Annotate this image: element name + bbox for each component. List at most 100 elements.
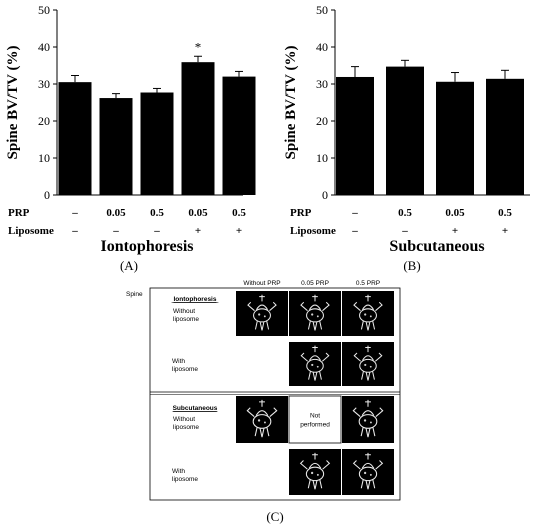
bar xyxy=(140,92,174,195)
trabecular-detail xyxy=(364,313,367,316)
y-axis-label: Spine BV/TV (%) xyxy=(283,46,299,160)
trabecular-detail xyxy=(316,473,319,476)
bar xyxy=(336,76,374,195)
row-label-line: liposome xyxy=(172,476,198,483)
empty-cell xyxy=(288,395,342,444)
corner-label: Spine xyxy=(126,291,143,298)
bar xyxy=(436,81,474,195)
row-value: – xyxy=(401,225,408,237)
panel-label: (A) xyxy=(120,258,138,273)
vertebral-body xyxy=(359,358,377,373)
row-value: 0.5 xyxy=(232,207,246,219)
row-label: Without liposome xyxy=(173,308,199,323)
bar xyxy=(58,82,92,195)
vertebral-arch xyxy=(361,294,375,311)
x-axis-label: Subcutaneous xyxy=(389,238,484,255)
chart-a: 0 10 20 30 40 50 Spine BV/TV (%) * PRP – 0.05 0.5 0.… xyxy=(5,3,256,273)
cell-note: Not xyxy=(310,413,320,420)
bar xyxy=(386,66,424,195)
lower-process xyxy=(360,320,376,331)
row-label: Liposome xyxy=(8,225,54,237)
trabecular-detail xyxy=(257,419,261,422)
bar xyxy=(222,76,256,195)
vertebral-arch xyxy=(309,345,321,361)
y-tick-label: 10 xyxy=(316,151,328,165)
row-label: PRP xyxy=(290,207,312,219)
trabecular-detail xyxy=(369,365,372,368)
column-header: 0.5 PRP xyxy=(356,280,380,287)
row-label: Liposome xyxy=(290,225,336,237)
y-tick-label: 40 xyxy=(316,40,328,54)
lower-process xyxy=(360,427,376,438)
spine-scan-image xyxy=(300,345,330,381)
vertebral-arch xyxy=(308,452,322,469)
spine-scan-image xyxy=(353,345,383,381)
row-label-line: liposome xyxy=(173,424,199,431)
column-header: Without PRP xyxy=(243,280,280,287)
vertebral-body xyxy=(358,466,378,482)
lower-process xyxy=(254,320,270,331)
vertebral-arch xyxy=(362,345,374,361)
y-tick-label: 40 xyxy=(38,40,50,54)
lower-process xyxy=(361,371,375,381)
transverse-process xyxy=(299,460,331,470)
row-value: 0.5 xyxy=(398,207,412,219)
row-value: 0.5 xyxy=(150,207,164,219)
bar xyxy=(99,98,133,195)
transverse-process xyxy=(352,407,384,417)
y-axis-label: Spine BV/TV (%) xyxy=(5,46,21,160)
trabecular-detail xyxy=(369,315,372,318)
row-value: 0.05 xyxy=(106,207,126,219)
vertebral-arch xyxy=(361,452,375,469)
row-label: Without liposome xyxy=(173,416,199,431)
row-value: – xyxy=(351,207,358,219)
section-heading: Subcutaneous xyxy=(173,405,218,412)
row-value: + xyxy=(452,225,458,237)
transverse-process xyxy=(246,407,278,417)
bar xyxy=(181,62,215,195)
spine-scan-image xyxy=(299,452,331,490)
trabecular-detail xyxy=(311,363,314,367)
lower-process xyxy=(308,371,322,381)
row-label: With liposome xyxy=(172,358,198,373)
y-tick-label: 50 xyxy=(38,3,50,17)
cell-note: performed xyxy=(300,422,330,429)
lower-process xyxy=(307,479,323,490)
trabecular-detail xyxy=(263,421,266,424)
vertebral-body xyxy=(306,358,324,373)
vertebral-arch xyxy=(308,294,322,311)
trabecular-detail xyxy=(316,365,319,368)
spine-scan-image xyxy=(352,399,384,438)
section-heading: Iontophoresis xyxy=(174,296,217,303)
trabecular-detail xyxy=(311,313,314,316)
row-value: – xyxy=(153,225,160,237)
trabecular-detail xyxy=(363,471,367,475)
panel-label: (C) xyxy=(266,509,283,524)
y-tick-label: 20 xyxy=(38,114,50,128)
panel-label: (B) xyxy=(403,258,420,273)
row-value: 0.5 xyxy=(498,207,512,219)
row-value: 0.05 xyxy=(188,207,208,219)
row-value: 0.05 xyxy=(445,207,465,219)
y-tick-label: 30 xyxy=(38,77,50,91)
row-value: + xyxy=(195,225,201,237)
row-value: – xyxy=(71,225,78,237)
spine-scan-image xyxy=(352,452,384,490)
row-value: – xyxy=(71,207,78,219)
x-axis-label: Iontophoresis xyxy=(100,238,193,255)
row-label-line: liposome xyxy=(173,316,199,323)
trabecular-detail xyxy=(369,473,372,476)
y-tick-label: 0 xyxy=(44,188,50,202)
trabecular-detail xyxy=(364,363,367,367)
trabecular-detail xyxy=(369,421,372,424)
vertebral-arch xyxy=(361,399,375,416)
y-tick-label: 20 xyxy=(316,114,328,128)
trabecular-detail xyxy=(258,313,261,316)
row-value: + xyxy=(236,225,242,237)
chart-b: 0 10 20 30 40 50 Spine BV/TV (%) PRP – 0.5 0.05 0.5… xyxy=(283,3,530,273)
trabecular-detail xyxy=(310,471,314,475)
panel-c: Spine Without PRP 0.05 PRP 0.5 PRP Iontophor… xyxy=(126,280,401,524)
vertebral-body xyxy=(252,414,272,429)
row-label-line: liposome xyxy=(172,366,198,373)
